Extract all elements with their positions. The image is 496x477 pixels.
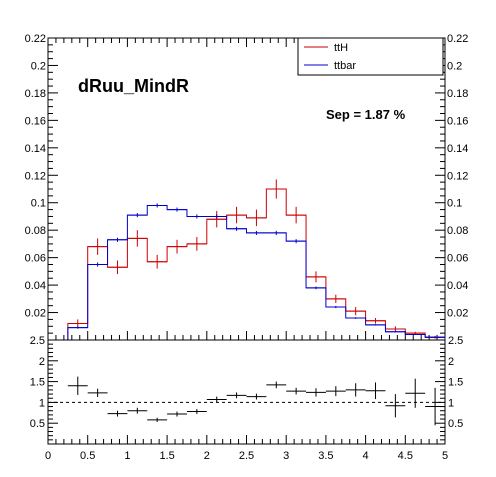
x-tick-label: 4.5: [398, 450, 413, 462]
y-tick-label-left: 0.12: [25, 170, 46, 182]
y-tick-label-right: 0.1: [447, 198, 462, 210]
ratio-y-tick-label-right: 2.5: [448, 335, 463, 347]
x-tick-label: 4: [363, 450, 369, 462]
y-tick-label-left: 0.14: [25, 143, 46, 155]
y-tick-label-right: 0.12: [447, 170, 468, 182]
histogram-ttbar: [48, 204, 446, 341]
y-tick-label-left: 0.16: [25, 115, 46, 127]
ratio-y-tick-label-left: 1: [39, 397, 45, 409]
x-tick-label: 0.5: [80, 450, 95, 462]
legend: ttH ttbar: [297, 37, 444, 76]
ratio-y-tick-label-left: 2: [39, 356, 45, 368]
ratio-y-tick-label-right: 0.5: [448, 418, 463, 430]
top-series: [48, 179, 446, 341]
y-tick-label-left: 0.02: [25, 308, 46, 320]
legend-ttbar-label: ttbar: [334, 60, 356, 72]
y-tick-label-right: 0.08: [447, 225, 468, 237]
legend-ttH-label: ttH: [334, 42, 348, 54]
x-tick-label: 1: [124, 450, 130, 462]
x-tick-label: 2.5: [239, 450, 254, 462]
y-tick-label-right: 0.16: [447, 115, 468, 127]
x-tick-label: 0: [45, 450, 51, 462]
ratio-y-tick-label-left: 2.5: [30, 335, 45, 347]
ratio-y-tick-label-left: 0.5: [30, 418, 45, 430]
y-tick-label-left: 0.1: [31, 198, 46, 210]
separation-annotation: Sep = 1.87 %: [326, 107, 406, 122]
chart-title: dRuu_MindR: [78, 76, 189, 96]
ratio-points: [48, 376, 445, 426]
ratio-axes: 0.5 0.5 1 1 1.5 1.5 2 2 2.5 2.5 0 0.5 1 1.5 2 2.5 3 3.5 4 4…: [30, 335, 464, 462]
ratio-y-tick-label-right: 2: [448, 356, 454, 368]
y-tick-label-right: 0.06: [447, 253, 468, 265]
top-axes: 0.02 0.02 0.04 0.04 0.06 0.06 0.08 0.08 0.1 0.1 0.…: [25, 33, 468, 340]
y-tick-label-right: 0.02: [447, 308, 468, 320]
y-tick-label-left: 0.22: [25, 33, 46, 45]
ratio-y-tick-label-right: 1.5: [448, 377, 463, 389]
y-tick-label-right: 0.04: [447, 280, 468, 292]
ratio-y-tick-label-left: 1.5: [30, 377, 45, 389]
x-tick-label: 5: [442, 450, 448, 462]
legend-box: [297, 37, 444, 76]
x-tick-label: 2: [204, 450, 210, 462]
x-tick-label: 3.5: [318, 450, 333, 462]
y-tick-label-right: 0.22: [447, 33, 468, 45]
y-tick-label-right: 0.2: [447, 60, 462, 72]
y-tick-label-left: 0.18: [25, 88, 46, 100]
y-tick-label-left: 0.06: [25, 253, 46, 265]
x-tick-label: 3: [283, 450, 289, 462]
y-tick-label-left: 0.08: [25, 225, 46, 237]
ratio-panel: [47, 339, 446, 445]
y-tick-label-right: 0.18: [447, 88, 468, 100]
y-tick-label-left: 0.2: [31, 60, 46, 72]
y-tick-label-left: 0.04: [25, 280, 46, 292]
y-tick-label-right: 0.14: [447, 143, 468, 155]
ratio-y-tick-label-right: 1: [448, 397, 454, 409]
ratio-panel-frame: [47, 339, 446, 445]
x-tick-label: 1.5: [159, 450, 174, 462]
